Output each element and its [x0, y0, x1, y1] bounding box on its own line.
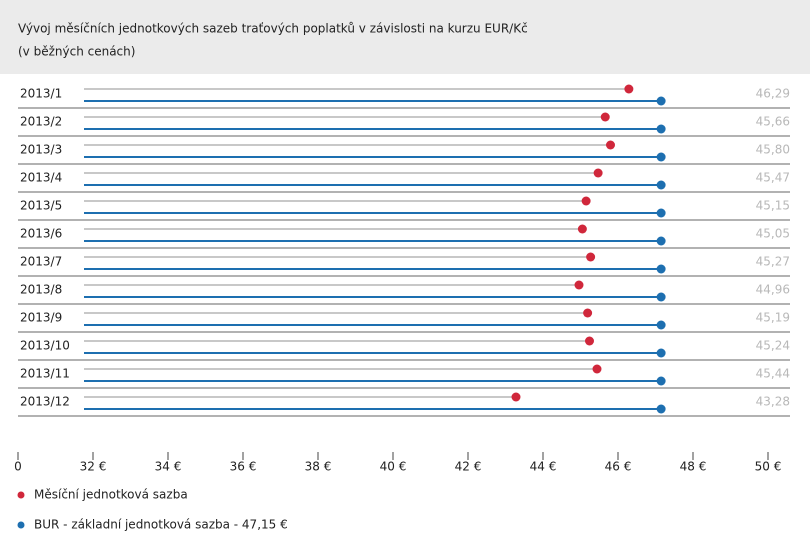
dot: [656, 404, 666, 414]
header-background: [0, 0, 810, 74]
dot: [600, 112, 610, 122]
x-tick-label: 44 €: [530, 460, 557, 474]
dot: [592, 364, 602, 374]
legend-label: BUR - základní jednotková sazba - 47,15 …: [34, 518, 288, 532]
legend-marker: [17, 521, 25, 529]
x-tick-label: 46 €: [605, 460, 632, 474]
dot: [585, 336, 594, 346]
x-tick-label: 0: [14, 460, 22, 474]
value-label: 44,96: [756, 283, 790, 297]
category-label: 2013/3: [20, 143, 62, 157]
value-label: 45,15: [756, 199, 790, 213]
value-label: 45,80: [756, 143, 790, 157]
category-label: 2013/4: [20, 171, 62, 185]
dot: [583, 308, 593, 318]
x-tick-label: 50 €: [755, 460, 782, 474]
dot: [606, 140, 615, 150]
dot: [656, 180, 666, 190]
value-label: 46,29: [756, 87, 790, 101]
dot: [656, 236, 666, 246]
dot: [581, 196, 591, 206]
dot: [656, 152, 666, 162]
category-label: 2013/7: [20, 255, 62, 269]
dot: [656, 124, 666, 134]
category-label: 2013/12: [20, 395, 70, 409]
category-label: 2013/6: [20, 227, 62, 241]
x-tick-label: 38 €: [305, 460, 332, 474]
value-label: 45,05: [756, 227, 790, 241]
dot: [656, 96, 666, 106]
category-label: 2013/5: [20, 199, 62, 213]
x-tick-label: 40 €: [380, 460, 407, 474]
category-label: 2013/8: [20, 283, 62, 297]
value-label: 45,66: [756, 115, 790, 129]
dot: [577, 224, 587, 234]
x-tick-label: 48 €: [680, 460, 707, 474]
category-label: 2013/11: [20, 367, 70, 381]
dot: [656, 264, 666, 274]
chart-title: Vývoj měsíčních jednotkových sazeb traťo…: [18, 22, 528, 36]
dot: [656, 208, 666, 218]
value-label: 45,44: [756, 367, 790, 381]
dot: [593, 168, 603, 178]
value-label: 45,47: [756, 171, 790, 185]
dot: [624, 84, 634, 94]
dot: [656, 292, 666, 302]
dot: [656, 376, 666, 386]
x-tick-label: 32 €: [80, 460, 107, 474]
x-tick-label: 36 €: [230, 460, 257, 474]
dot: [511, 392, 521, 402]
category-label: 2013/1: [20, 87, 62, 101]
dot: [656, 320, 666, 330]
x-tick-label: 42 €: [455, 460, 482, 474]
category-label: 2013/10: [20, 339, 70, 353]
dot: [656, 348, 666, 358]
category-label: 2013/9: [20, 311, 62, 325]
value-label: 43,28: [756, 395, 790, 409]
legend-label: Měsíční jednotková sazba: [34, 488, 188, 502]
value-label: 45,24: [756, 339, 790, 353]
value-label: 45,27: [756, 255, 790, 269]
dot: [586, 252, 596, 262]
category-label: 2013/2: [20, 115, 62, 129]
x-tick-label: 34 €: [155, 460, 182, 474]
value-label: 45,19: [756, 311, 790, 325]
chart-title: (v běžných cenách): [18, 45, 135, 59]
dot: [574, 280, 584, 290]
legend-marker: [17, 491, 25, 499]
